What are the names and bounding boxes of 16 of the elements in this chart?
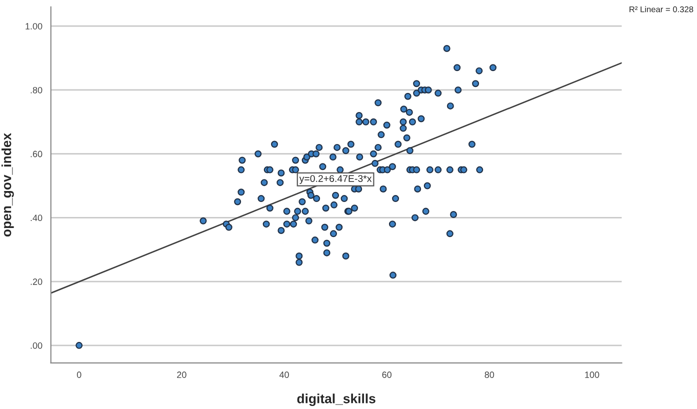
x-tick-label: 80 bbox=[484, 372, 494, 378]
text: R² Linear = 0.328 bbox=[630, 6, 694, 12]
x-tick-label: 40 bbox=[279, 372, 289, 378]
y-tick-label: .60 bbox=[30, 150, 42, 158]
annotation: y=0.2+6.47E-3*x bbox=[299, 175, 372, 184]
y-tick-label: 1.00 bbox=[26, 23, 42, 30]
y-tick-label: .00 bbox=[30, 342, 42, 349]
y-axis-title: open_gov_index bbox=[2, 133, 14, 237]
x-tick-label: 0 bbox=[76, 372, 82, 378]
y-tick-label: .80 bbox=[30, 86, 42, 94]
x-axis-title: digital_skills bbox=[297, 394, 376, 406]
x-tick-label: 20 bbox=[177, 372, 186, 378]
x-tick-label: 60 bbox=[382, 372, 392, 378]
y-tick-label: .20 bbox=[30, 278, 42, 285]
y-tick-label: .40 bbox=[30, 214, 42, 222]
x-tick-label: 100 bbox=[585, 372, 600, 378]
